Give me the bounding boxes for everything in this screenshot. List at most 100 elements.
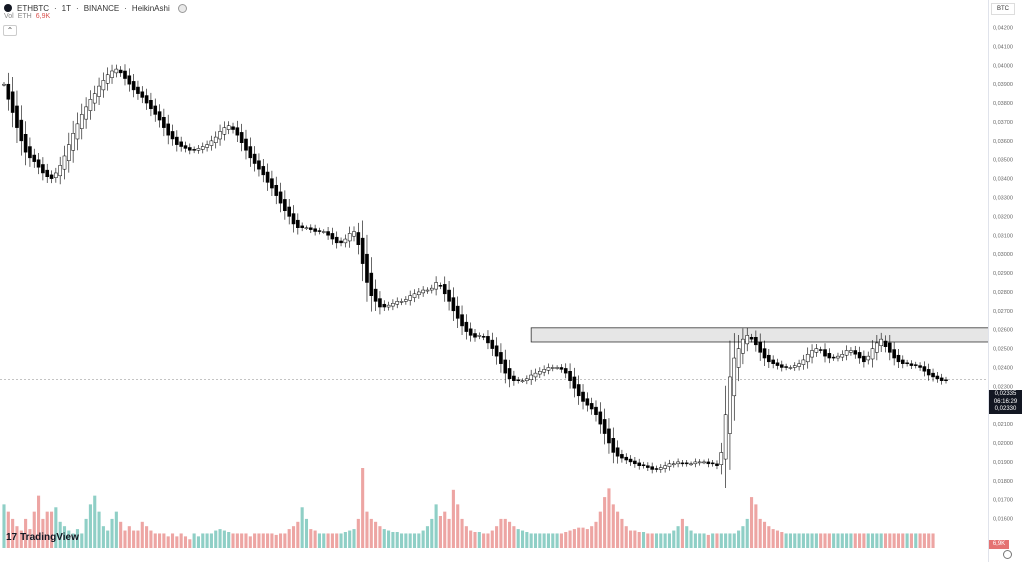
candle-body — [313, 228, 317, 232]
candle-body — [110, 70, 114, 78]
y-axis-tick-label: 0,03300 — [993, 196, 1013, 202]
volume-bar — [209, 533, 213, 548]
volume-bar — [49, 511, 54, 548]
volume-bar — [317, 533, 321, 548]
candle-body — [326, 231, 330, 236]
volume-bar — [253, 533, 257, 548]
volume-bar — [270, 533, 274, 548]
candle-body — [330, 233, 335, 240]
tradingview-logo[interactable]: 17 TradingView — [6, 532, 79, 543]
price-axis[interactable]: 0,04200 0,04100 0,04000 0,03900 0,03800 0,037… — [988, 0, 1024, 562]
candle-body — [209, 140, 214, 146]
volume-bar — [80, 533, 84, 548]
y-axis-tick-label: 0,04200 — [993, 26, 1013, 32]
volume-bar — [650, 533, 654, 548]
candle-body — [909, 363, 914, 366]
candle-body — [905, 362, 909, 365]
volume-bar — [404, 533, 408, 548]
volume-bar — [438, 516, 442, 548]
volume-bar — [205, 533, 209, 548]
volume-tag: 6,9K — [989, 540, 1009, 549]
header-separator-2: · — [76, 3, 79, 13]
volume-bar — [676, 526, 680, 548]
candle-body — [399, 301, 404, 303]
candle-body — [473, 333, 477, 338]
axis-currency[interactable]: BTC — [991, 3, 1015, 15]
volume-bar — [88, 504, 92, 548]
volume-bar — [551, 533, 555, 548]
candle-body — [114, 68, 119, 74]
candle-body — [805, 354, 810, 363]
volume-bar — [71, 533, 75, 548]
volume-bar — [399, 533, 404, 548]
volume-bar — [67, 530, 71, 548]
volume-bar — [559, 533, 563, 548]
symbol-logo-icon — [4, 4, 12, 12]
candle-body — [633, 460, 637, 465]
symbol-name[interactable]: ETHBTC — [17, 3, 49, 13]
candle-body — [862, 355, 866, 363]
candle-body — [54, 172, 58, 178]
volume-bar — [244, 533, 248, 548]
volume-bar — [248, 536, 252, 548]
price-chart[interactable]: Dez2024FebMrzAprMaiJun — [0, 0, 988, 548]
volume-bar — [715, 533, 719, 548]
volume-bar — [278, 533, 283, 548]
volume-bar — [58, 521, 62, 548]
candle-body — [935, 375, 940, 380]
y-axis-tick-label: 0,01600 — [993, 517, 1013, 523]
candle-body — [205, 144, 209, 148]
candle-body — [434, 282, 438, 290]
candle-body — [581, 391, 585, 402]
y-axis-tick-label: 0,02100 — [993, 422, 1013, 428]
volume-bar — [482, 533, 486, 548]
volume-currency: ETH — [17, 13, 32, 20]
volume-bar — [801, 533, 805, 548]
candle-body — [339, 240, 343, 244]
volume-bar — [110, 518, 114, 548]
candle-body — [844, 350, 849, 356]
volume-bar — [84, 518, 88, 548]
tradingview-name: TradingView — [20, 532, 79, 543]
volume-bar — [905, 533, 909, 548]
candle-body — [576, 384, 581, 397]
candle-body — [710, 462, 715, 465]
volume-bar — [32, 511, 36, 548]
volume-bar — [767, 526, 771, 548]
candle-body — [123, 70, 127, 79]
collapse-indicators-button[interactable]: ⌃ — [3, 25, 17, 36]
candle-body — [283, 199, 287, 211]
y-axis-tick-label: 0,03800 — [993, 101, 1013, 107]
volume-bar — [382, 529, 386, 548]
volume-bar — [330, 533, 334, 548]
volume-bar — [378, 526, 382, 548]
y-axis-tick-label: 0,02600 — [993, 328, 1013, 334]
volume-bar — [443, 511, 447, 548]
gear-icon[interactable] — [1003, 550, 1012, 559]
volume-bar — [335, 533, 339, 548]
volume-bar — [41, 518, 45, 548]
candle-body — [67, 144, 71, 161]
candle-body — [758, 341, 762, 353]
chart-style[interactable]: HeikinAshi — [131, 3, 170, 13]
volume-bar — [326, 533, 330, 548]
volume-bar — [633, 530, 637, 548]
candle-body — [2, 83, 6, 86]
candle-body — [144, 95, 149, 104]
candle-body — [378, 298, 382, 308]
volume-bar — [590, 526, 594, 548]
candle-body — [127, 75, 132, 85]
volume-bar — [620, 518, 624, 548]
interval[interactable]: 1T — [61, 3, 72, 13]
volume-bar — [706, 534, 710, 548]
candle-body — [412, 293, 417, 298]
candle-body — [188, 147, 192, 151]
candle-body — [810, 350, 814, 358]
candle-body — [153, 105, 158, 115]
candle-body — [451, 297, 456, 312]
volume-bar — [179, 533, 183, 548]
volume-bar — [572, 529, 576, 548]
volume-bar — [175, 536, 179, 548]
volume-bar — [914, 533, 918, 548]
volume-bar — [503, 518, 507, 548]
